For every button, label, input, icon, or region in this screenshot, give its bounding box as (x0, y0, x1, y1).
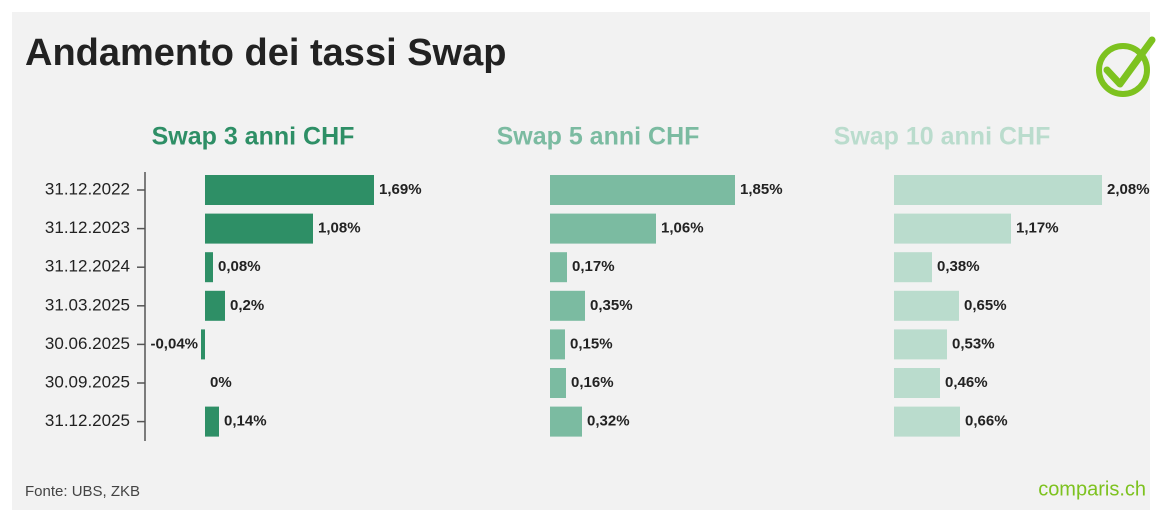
value-label: 0,17% (572, 258, 615, 275)
value-label: 0,46% (945, 374, 988, 391)
bar (550, 175, 735, 205)
bar (550, 368, 566, 398)
source: Fonte: UBS, ZKB (25, 483, 140, 500)
value-label: 0% (210, 374, 232, 391)
bar (205, 290, 225, 321)
bar (550, 252, 567, 283)
bar (550, 329, 565, 360)
bar (205, 175, 374, 205)
bar (894, 368, 940, 398)
series-title: Swap 5 anni CHF (497, 123, 700, 151)
bar (894, 406, 960, 437)
value-label: 1,69% (379, 181, 422, 198)
y-tick-label: 31.12.2022 (45, 179, 130, 198)
bar (205, 406, 219, 437)
value-label: 1,06% (661, 220, 704, 237)
y-tick-label: 31.12.2025 (45, 411, 130, 430)
bar (894, 329, 947, 360)
y-tick-label: 30.06.2025 (45, 334, 130, 353)
value-label: 1,08% (318, 220, 361, 237)
value-label: 2,08% (1107, 181, 1150, 198)
value-label: 0,16% (571, 374, 614, 391)
bar (894, 252, 932, 283)
y-tick-label: 31.03.2025 (45, 295, 130, 314)
bar (550, 290, 585, 321)
value-label: -0,04% (150, 335, 198, 352)
value-label: 0,08% (218, 258, 261, 275)
bar (205, 213, 313, 244)
bar (894, 290, 959, 321)
bar (894, 213, 1011, 244)
value-label: 0,66% (965, 413, 1008, 430)
bar (550, 406, 582, 437)
chart-title: Andamento dei tassi Swap (25, 32, 506, 74)
y-tick-label: 31.12.2023 (45, 218, 130, 237)
value-label: 0,35% (590, 297, 633, 314)
value-label: 1,17% (1016, 220, 1059, 237)
value-label: 0,32% (587, 413, 630, 430)
bar (894, 175, 1102, 205)
bar (201, 329, 205, 360)
series-title: Swap 3 anni CHF (152, 123, 355, 151)
y-tick-label: 31.12.2024 (45, 257, 130, 276)
bar (205, 252, 213, 283)
value-label: 0,2% (230, 297, 264, 314)
value-label: 1,85% (740, 181, 783, 198)
bar (550, 213, 656, 244)
value-label: 0,15% (570, 335, 613, 352)
brand: comparis.ch (1038, 478, 1146, 500)
value-label: 0,65% (964, 297, 1007, 314)
y-tick-label: 30.09.2025 (45, 372, 130, 391)
value-label: 0,53% (952, 335, 995, 352)
series-title: Swap 10 anni CHF (834, 123, 1051, 151)
value-label: 0,38% (937, 258, 980, 275)
logo (1096, 36, 1156, 97)
value-label: 0,14% (224, 413, 267, 430)
